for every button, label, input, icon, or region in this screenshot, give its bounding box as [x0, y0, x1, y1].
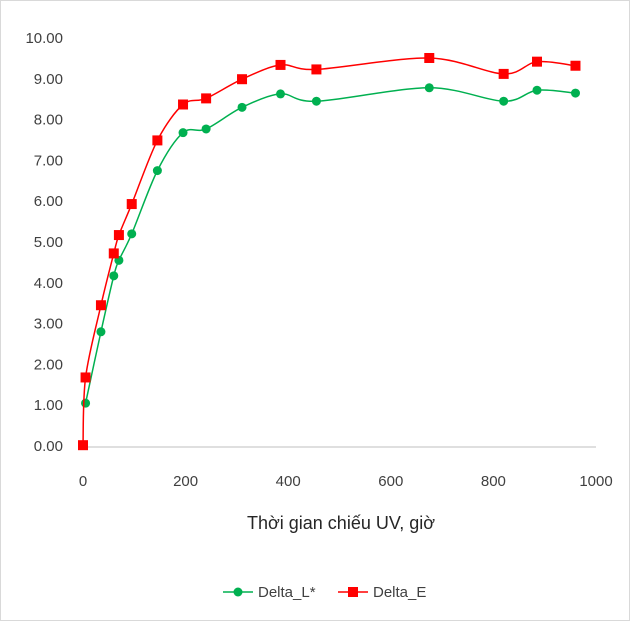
data-point-delta-l	[532, 85, 542, 95]
data-point-delta-e	[498, 68, 509, 79]
y-tick-label: 8.00	[34, 112, 63, 129]
data-point-delta-e	[108, 248, 119, 259]
x-axis-title: Thời gian chiếu UV, giờ	[247, 513, 435, 533]
axes: 0.00 1.00 2.00 3.00 4.00 5.00 6.00 7.00 8.00 9.00…	[25, 30, 612, 490]
series-line-delta-l	[84, 87, 576, 404]
data-point-delta-l	[81, 398, 91, 408]
x-tick-label: 200	[173, 473, 198, 490]
x-tick-label: 400	[276, 473, 301, 490]
data-point-delta-l	[424, 83, 434, 93]
y-tick-label: 2.00	[34, 356, 63, 373]
data-point-delta-e	[424, 52, 435, 63]
y-tick-label: 7.00	[34, 152, 63, 169]
data-point-delta-e	[80, 372, 91, 383]
data-point-delta-e	[237, 74, 248, 85]
data-point-delta-e	[152, 135, 163, 146]
y-tick-label: 10.00	[25, 30, 63, 47]
data-point-delta-l	[570, 88, 580, 98]
data-point-delta-e	[95, 300, 106, 311]
data-point-delta-l	[276, 89, 286, 99]
legend: Delta_L* Delta_E	[223, 584, 426, 601]
y-tick-label: 4.00	[34, 275, 63, 292]
data-point-delta-l	[178, 128, 188, 138]
legend-marker	[348, 587, 358, 597]
data-point-delta-l	[499, 96, 509, 106]
data-point-delta-l	[152, 166, 162, 176]
x-tick-label: 800	[481, 473, 506, 490]
legend-label: Delta_L*	[258, 584, 316, 601]
data-point-delta-l	[311, 96, 321, 106]
data-point-delta-l	[237, 102, 247, 112]
y-tick-label: 5.00	[34, 234, 63, 251]
series-delta-e	[78, 52, 581, 451]
data-point-delta-e	[311, 64, 322, 75]
data-point-delta-e	[126, 199, 137, 210]
y-tick-label: 6.00	[34, 193, 63, 210]
data-point-delta-e	[201, 93, 212, 104]
y-tick-label: 9.00	[34, 71, 63, 88]
series-line-delta-e	[82, 57, 576, 446]
data-point-delta-l	[201, 124, 211, 134]
data-point-delta-e	[570, 60, 581, 71]
data-point-delta-l	[109, 271, 119, 281]
legend-item-delta-l: Delta_L*	[223, 584, 316, 601]
x-tick-label: 600	[378, 473, 403, 490]
data-point-delta-l	[96, 327, 106, 337]
y-tick-label: 3.00	[34, 316, 63, 333]
legend-item-delta-e: Delta_E	[338, 584, 426, 601]
data-point-delta-e	[178, 99, 189, 110]
data-point-delta-e	[275, 59, 286, 70]
data-point-delta-e	[532, 56, 543, 67]
data-point-delta-e	[78, 440, 88, 451]
legend-label: Delta_E	[373, 584, 426, 601]
data-point-delta-e	[113, 230, 124, 241]
series-group	[78, 52, 581, 451]
legend-marker	[233, 587, 243, 597]
y-tick-label: 0.00	[34, 438, 63, 455]
x-tick-label: 0	[79, 473, 87, 490]
y-tick-label: 1.00	[34, 397, 63, 414]
x-tick-label: 1000	[579, 473, 612, 490]
series-delta-l	[81, 83, 580, 408]
data-point-delta-l	[127, 229, 137, 239]
